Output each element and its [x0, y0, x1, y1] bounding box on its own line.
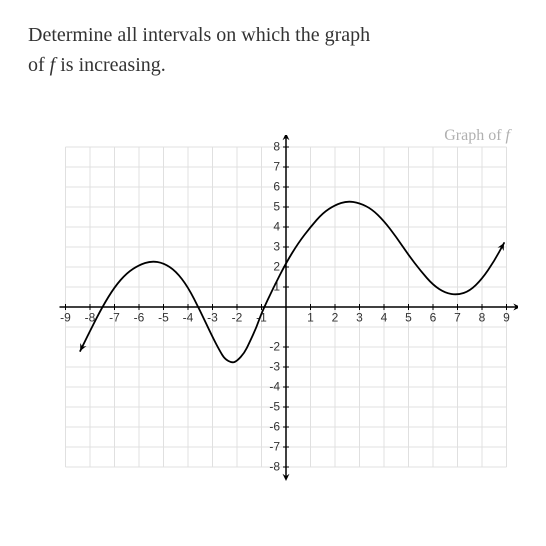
- question-prompt: Determine all intervals on which the gra…: [28, 20, 518, 80]
- graph-label-f: f: [506, 127, 510, 144]
- function-graph: [28, 135, 518, 510]
- graph-label-text: Graph of: [444, 127, 505, 144]
- prompt-line1: Determine all intervals on which the gra…: [28, 24, 370, 46]
- prompt-line2-post: is increasing.: [55, 54, 166, 76]
- chart-container: Graph of f: [28, 135, 518, 515]
- graph-of-f-label: Graph of f: [444, 127, 510, 145]
- prompt-line2-pre: of: [28, 54, 50, 76]
